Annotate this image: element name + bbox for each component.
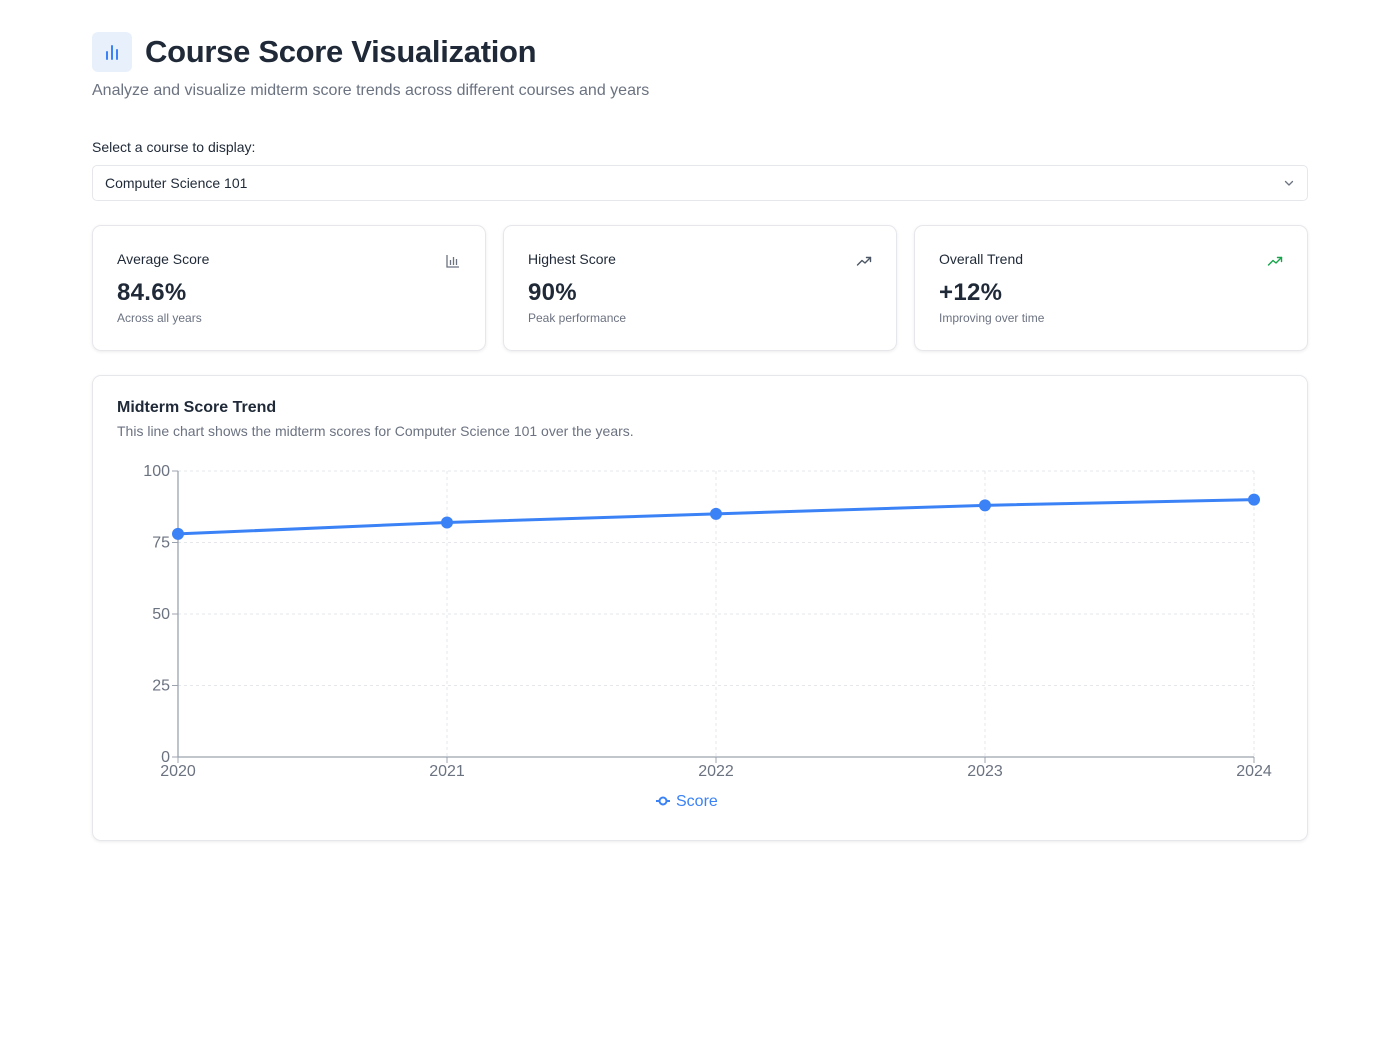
data-point	[979, 499, 991, 512]
page-title: Course Score Visualization	[145, 34, 537, 69]
line-chart: 0 25 50 75 100 2020 2021 2022 2023 2024 Score	[143, 463, 1272, 810]
x-tick-label: 2023	[967, 763, 1003, 780]
stat-note: Across all years	[117, 311, 202, 325]
stat-card-trend: Overall Trend +12% Improving over time	[914, 225, 1308, 351]
y-tick-label: 50	[152, 606, 170, 623]
stat-title: Average Score	[117, 251, 210, 267]
y-tick-label: 100	[143, 463, 170, 480]
page-subtitle: Analyze and visualize midterm score tren…	[92, 82, 650, 99]
bar-chart-icon	[446, 255, 459, 268]
chevron-down-icon	[1284, 180, 1294, 186]
chart-title: Midterm Score Trend	[117, 399, 277, 416]
x-tick-label: 2021	[429, 763, 465, 780]
stat-value: +12%	[939, 279, 1003, 306]
y-tick-label: 75	[152, 535, 170, 552]
chart-description: This line chart shows the midterm scores…	[117, 423, 634, 439]
x-tick-label: 2022	[698, 763, 734, 780]
stat-note: Improving over time	[939, 311, 1045, 325]
stats-row: Average Score 84.6% Across all years Hig…	[92, 225, 1308, 351]
trending-up-icon	[856, 256, 872, 266]
x-tick-label: 2020	[160, 763, 196, 780]
stat-card-highest: Highest Score 90% Peak performance	[503, 225, 897, 351]
stat-value: 90%	[528, 279, 577, 306]
y-tick-label: 0	[161, 749, 170, 766]
stat-value: 84.6%	[117, 279, 187, 306]
course-select-label: Select a course to display:	[92, 139, 256, 155]
stat-card-average: Average Score 84.6% Across all years	[92, 225, 486, 351]
bar-chart-icon	[92, 32, 132, 72]
data-point	[172, 527, 184, 540]
trending-up-icon	[1267, 256, 1283, 266]
x-tick-label: 2024	[1236, 763, 1272, 780]
data-point	[441, 516, 453, 529]
stat-title: Highest Score	[528, 251, 616, 267]
chart-card: Midterm Score Trend This line chart show…	[92, 375, 1308, 841]
course-select[interactable]: Computer Science 101	[92, 165, 1308, 201]
legend-swatch-marker	[658, 796, 668, 806]
stat-note: Peak performance	[528, 311, 627, 325]
legend-label: Score	[676, 793, 718, 810]
course-select-value: Computer Science 101	[105, 175, 248, 191]
data-point	[710, 507, 722, 520]
stat-title: Overall Trend	[939, 251, 1024, 267]
y-tick-label: 25	[152, 678, 170, 695]
data-point	[1248, 493, 1260, 506]
page: Course Score Visualization Analyze and v…	[92, 32, 1308, 841]
header: Course Score Visualization	[92, 32, 1308, 72]
